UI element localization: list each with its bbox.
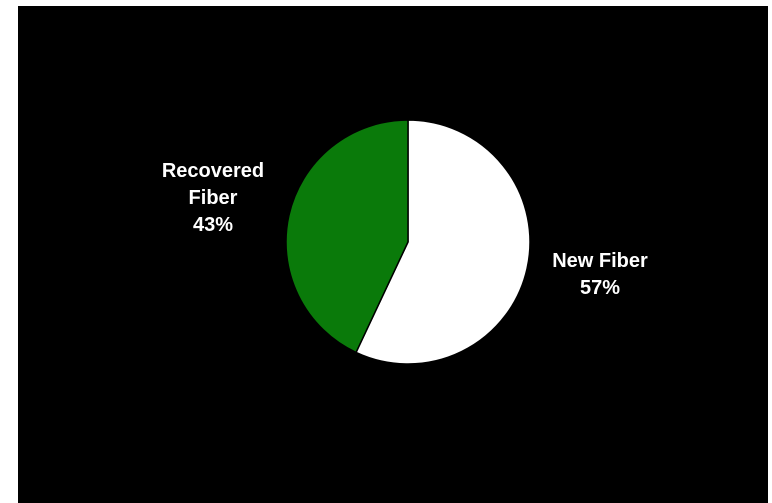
pie-chart: New Fiber 57% Recovered Fiber 43% [162,119,648,365]
data-label-new-fiber: New Fiber 57% [552,250,648,299]
data-label-line: Fiber [189,187,238,209]
data-label-line: 57% [580,277,620,299]
data-label-line: New Fiber [552,250,648,272]
pie-slice-new-fiber [355,119,531,365]
labels-layer: New Fiber 57% Recovered Fiber 43% [162,160,648,299]
data-label-line: 43% [193,214,233,236]
data-label-line: Recovered [162,160,264,182]
data-label-recovered-fiber: Recovered Fiber 43% [162,160,264,236]
pie-slice-recovered-fiber [285,119,409,354]
chart-area: New Fiber 57% Recovered Fiber 43% [18,6,768,503]
slices-layer [285,119,531,365]
